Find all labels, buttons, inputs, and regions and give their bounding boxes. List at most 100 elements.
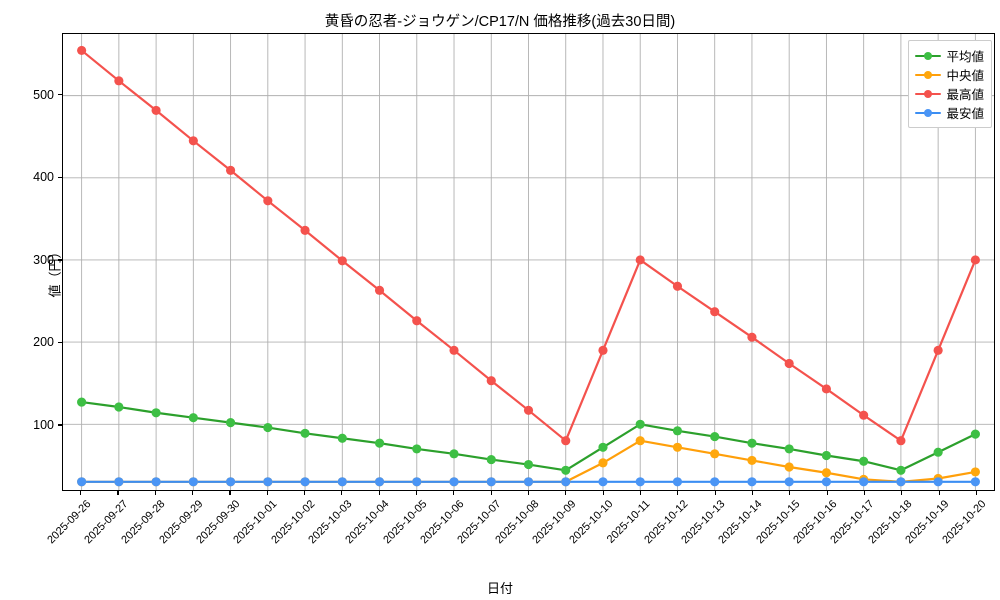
legend-item-2[interactable]: 最高値 xyxy=(915,84,984,103)
data-point xyxy=(635,255,645,265)
data-point xyxy=(151,105,161,115)
data-point xyxy=(747,477,757,487)
data-point xyxy=(486,376,496,386)
data-point xyxy=(225,477,236,487)
y-tick-mark xyxy=(58,341,62,344)
x-tick-mark xyxy=(901,491,903,495)
legend-swatch-icon xyxy=(915,69,942,81)
data-point xyxy=(672,426,683,436)
data-point xyxy=(710,449,720,459)
data-point xyxy=(337,256,347,266)
x-tick-mark xyxy=(304,491,306,495)
data-point xyxy=(821,477,832,487)
data-point xyxy=(747,455,757,466)
data-point xyxy=(821,468,832,478)
data-point xyxy=(747,332,757,342)
data-point xyxy=(449,477,459,487)
data-point xyxy=(561,477,571,487)
y-tick-label: 400 xyxy=(33,170,54,185)
data-point xyxy=(821,384,832,394)
data-point xyxy=(188,477,198,487)
data-point xyxy=(114,477,124,487)
data-point xyxy=(449,449,459,459)
legend-swatch-icon xyxy=(915,50,942,62)
x-tick-mark xyxy=(677,491,679,495)
data-point xyxy=(300,477,310,487)
legend-item-3[interactable]: 最安値 xyxy=(915,103,984,122)
y-tick-mark xyxy=(58,176,62,178)
data-point xyxy=(188,413,198,423)
data-point xyxy=(896,436,906,446)
x-tick-mark xyxy=(789,491,791,495)
y-tick-mark xyxy=(58,94,62,96)
data-point xyxy=(337,433,347,443)
x-tick-mark xyxy=(751,491,753,495)
data-point xyxy=(859,477,869,487)
y-tick-label: 300 xyxy=(33,252,54,267)
data-point xyxy=(151,477,161,487)
data-point xyxy=(151,408,161,418)
data-point xyxy=(635,436,645,446)
data-point xyxy=(412,477,422,487)
data-point xyxy=(710,432,720,442)
data-point xyxy=(672,477,683,487)
data-point xyxy=(412,316,422,326)
legend-item-0[interactable]: 平均値 xyxy=(915,46,984,65)
data-point xyxy=(784,477,794,487)
data-point xyxy=(300,428,310,438)
data-point xyxy=(77,45,87,56)
y-axis-label: 値（円） xyxy=(47,245,63,298)
data-point xyxy=(859,410,869,420)
series-line-2 xyxy=(80,49,977,442)
data-point xyxy=(710,477,720,487)
data-point xyxy=(896,465,906,475)
legend-label: 最安値 xyxy=(946,107,984,121)
y-tick-label: 100 xyxy=(33,417,54,432)
data-point xyxy=(263,422,273,433)
x-tick-mark xyxy=(229,491,231,495)
x-tick-mark xyxy=(490,491,492,495)
data-point xyxy=(598,458,608,468)
x-tick-mark xyxy=(341,491,343,495)
x-tick-mark xyxy=(826,491,828,495)
data-point xyxy=(449,345,459,355)
x-tick-label: 2025-10-20 xyxy=(940,498,989,547)
legend-label: 平均値 xyxy=(946,50,984,64)
data-point xyxy=(561,465,571,475)
data-point xyxy=(300,225,310,235)
data-point xyxy=(672,281,683,291)
x-tick-mark xyxy=(416,491,418,495)
data-point xyxy=(933,345,943,355)
data-point xyxy=(598,442,608,452)
x-tick-mark xyxy=(378,491,380,495)
data-point xyxy=(523,405,534,415)
data-point xyxy=(374,438,385,448)
data-point xyxy=(598,477,608,487)
legend: 平均値中央値 最高値最安値 xyxy=(908,40,992,128)
data-point xyxy=(672,442,683,452)
x-tick-mark xyxy=(117,491,119,495)
legend-item-1[interactable]: 中央値 xyxy=(915,65,984,84)
data-point xyxy=(225,165,236,175)
data-point xyxy=(970,429,980,439)
data-series-layer xyxy=(77,45,980,487)
data-point xyxy=(821,450,832,461)
data-point xyxy=(784,444,794,454)
data-point xyxy=(263,477,273,487)
data-point xyxy=(374,477,385,487)
legend-swatch-icon xyxy=(915,107,942,119)
data-point xyxy=(970,255,980,265)
data-point xyxy=(486,477,496,487)
data-point xyxy=(598,345,608,355)
data-point xyxy=(635,419,645,429)
data-point xyxy=(710,307,720,317)
data-point xyxy=(263,196,273,206)
x-tick-mark xyxy=(602,491,604,495)
data-point xyxy=(933,447,943,457)
data-point xyxy=(486,455,496,465)
legend-label: 中央値 xyxy=(946,69,984,83)
data-point xyxy=(77,397,87,407)
plot-area xyxy=(62,33,995,491)
legend-swatch-icon xyxy=(915,88,942,100)
